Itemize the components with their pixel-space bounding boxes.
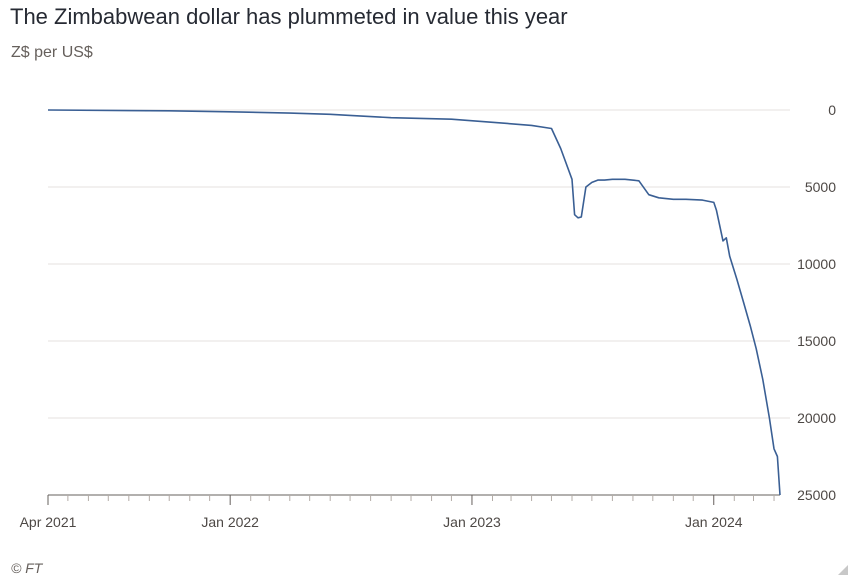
y-tick-label: 15000 xyxy=(797,333,836,349)
x-tick-label: Jan 2022 xyxy=(201,514,259,530)
resize-corner-icon xyxy=(838,565,848,575)
y-tick-label: 25000 xyxy=(797,487,836,503)
series-group xyxy=(47,109,781,496)
chart-title: The Zimbabwean dollar has plummeted in v… xyxy=(10,4,568,29)
x-tick-label: Jan 2024 xyxy=(685,514,743,530)
gridlines xyxy=(48,109,790,419)
x-tick-label: Jan 2023 xyxy=(443,514,501,530)
y-tick-label: 0 xyxy=(828,102,836,118)
chart-subtitle: Z$ per US$ xyxy=(11,44,93,61)
source-credit: © FT xyxy=(11,560,43,576)
y-axis-labels: 0 5000 10000 15000 20000 25000 xyxy=(797,102,836,503)
y-tick-label: 20000 xyxy=(797,410,836,426)
y-tick-label: 5000 xyxy=(805,179,836,195)
x-tick-label: Apr 2021 xyxy=(20,514,77,530)
exchange-rate-line xyxy=(47,109,781,496)
y-tick-label: 10000 xyxy=(797,256,836,272)
x-axis: Apr 2021 Jan 2022 Jan 2023 Jan 2024 xyxy=(20,494,780,530)
